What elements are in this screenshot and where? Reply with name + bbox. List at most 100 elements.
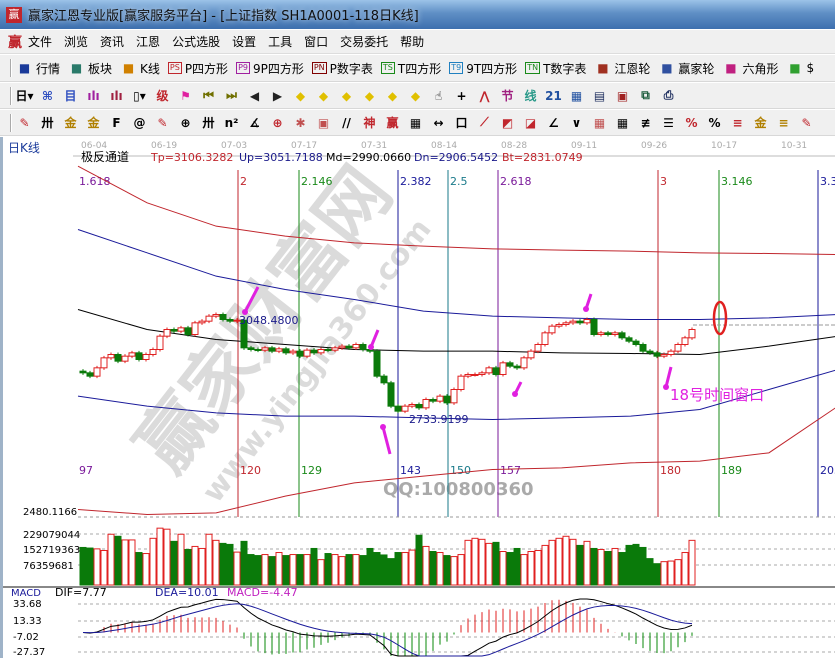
toolbar-grip[interactable] bbox=[10, 113, 12, 132]
chart-area[interactable]: 赢家财富网 www.yingjia360.com QQ:100800360 06-04… bbox=[0, 137, 835, 658]
menu-item[interactable]: 资讯 bbox=[100, 35, 125, 49]
shrink-icon[interactable]: ◆ bbox=[364, 88, 375, 103]
percent-lines-icon[interactable]: ≡ bbox=[732, 115, 743, 130]
flag-icon[interactable]: ⚑ bbox=[180, 88, 191, 103]
gold2-icon[interactable]: 金 bbox=[87, 116, 100, 130]
candle bbox=[219, 312, 227, 322]
kline-chart[interactable]: 赢家财富网www.yingjia360.comQQ:10080036006-04… bbox=[3, 137, 835, 658]
toolbar-button[interactable]: P9 9P四方形 bbox=[236, 60, 304, 77]
gold1-icon[interactable]: 金 bbox=[64, 116, 77, 130]
toolbar-button[interactable]: PN P数字表 bbox=[311, 60, 373, 77]
angle-icon[interactable]: ∡ bbox=[249, 115, 260, 130]
all-icon[interactable]: ◆ bbox=[387, 88, 398, 103]
toolbar-button[interactable]: ■ 赢家轮 bbox=[658, 60, 714, 77]
first-icon[interactable]: ⏮ bbox=[203, 88, 214, 102]
fan-icon[interactable]: ⟋ bbox=[480, 115, 489, 129]
toolbar-button[interactable]: T9 9T四方形 bbox=[449, 60, 517, 77]
menu-item[interactable]: 工具 bbox=[268, 35, 293, 49]
day-period-icon[interactable]: 日▾ bbox=[15, 89, 34, 103]
cycle-icon[interactable]: ⊕ bbox=[180, 115, 191, 130]
wave-icon[interactable]: ⋀ bbox=[479, 88, 490, 103]
last-icon[interactable]: ⏭ bbox=[226, 88, 237, 102]
toolbar-grip[interactable] bbox=[10, 59, 12, 77]
bars9-icon[interactable]: ılı bbox=[110, 88, 123, 103]
grid4-icon[interactable]: ▦ bbox=[616, 115, 629, 130]
candle-type-icon[interactable]: ▯▾ bbox=[133, 88, 146, 103]
bars3-icon[interactable]: ılı bbox=[87, 88, 100, 103]
slash-icon[interactable]: // bbox=[342, 115, 351, 130]
menu-item[interactable]: 帮助 bbox=[400, 35, 425, 49]
percent-icon[interactable]: % bbox=[708, 115, 721, 130]
fan2-icon[interactable]: ◩ bbox=[501, 115, 514, 130]
fan3-icon[interactable]: ◪ bbox=[524, 115, 537, 130]
target-icon[interactable]: ⊕ bbox=[272, 115, 283, 130]
doc-icon[interactable]: 目 bbox=[64, 89, 77, 103]
table-icon[interactable]: ▦ bbox=[409, 115, 422, 130]
pen3-icon[interactable]: ✎ bbox=[801, 115, 812, 130]
candle-body bbox=[163, 329, 171, 337]
parallel-icon[interactable]: ≢ bbox=[640, 115, 651, 130]
menu-item[interactable]: 交易委托 bbox=[340, 35, 389, 49]
angle2-icon[interactable]: ∠ bbox=[548, 115, 559, 130]
toolbar-button[interactable]: TN T数字表 bbox=[525, 60, 586, 77]
restore-icon[interactable]: 级 bbox=[156, 89, 169, 103]
hand-icon[interactable]: ☝ bbox=[434, 88, 443, 103]
menu-item[interactable]: 文件 bbox=[28, 35, 53, 49]
frame-icon[interactable]: 口 bbox=[455, 116, 468, 130]
zoom-left-icon[interactable]: ◆ bbox=[295, 88, 306, 103]
box-icon[interactable]: ▣ bbox=[317, 115, 330, 130]
toolbar-button[interactable]: ■ K线 bbox=[120, 60, 160, 77]
star-icon[interactable]: ✱ bbox=[295, 115, 306, 130]
right-icon[interactable]: ▶ bbox=[272, 88, 283, 103]
print-icon[interactable]: ⎙ bbox=[663, 88, 674, 102]
volume-bar bbox=[506, 552, 514, 586]
volume-bar bbox=[366, 547, 374, 586]
candle-body bbox=[471, 374, 479, 376]
line-icon[interactable]: 线 bbox=[524, 89, 537, 103]
toolbar-button[interactable]: ■ 板块 bbox=[68, 60, 112, 77]
n2-icon[interactable]: n² bbox=[224, 115, 239, 130]
save-icon[interactable]: ▣ bbox=[616, 88, 629, 103]
toolbar-button[interactable]: ■ $ bbox=[786, 60, 814, 77]
zoom-right-icon[interactable]: ◆ bbox=[318, 88, 329, 103]
toolbar-button[interactable]: TS T四方形 bbox=[380, 60, 441, 77]
calendar-icon[interactable]: 21 bbox=[545, 88, 562, 103]
hspan-icon[interactable]: ↔ bbox=[433, 115, 444, 130]
menu-item[interactable]: 设置 bbox=[232, 35, 257, 49]
toolbar-button[interactable]: ■ 六角形 bbox=[722, 60, 778, 77]
crosshair-icon[interactable]: + bbox=[456, 88, 467, 103]
section-icon[interactable]: 节 bbox=[501, 89, 514, 103]
notes-icon[interactable]: ▤ bbox=[593, 88, 606, 103]
fib-icon[interactable]: F bbox=[112, 115, 121, 130]
menu-item[interactable]: 江恩 bbox=[136, 35, 161, 49]
god-icon[interactable]: 神 bbox=[363, 116, 376, 130]
gold-circle-icon[interactable]: 金 bbox=[754, 116, 767, 130]
candle-body bbox=[296, 350, 304, 357]
pen2-icon[interactable]: ✎ bbox=[157, 115, 168, 130]
calculator-icon[interactable]: ▦ bbox=[570, 88, 583, 103]
menu-item[interactable]: 窗口 bbox=[304, 35, 329, 49]
chart-style-icon[interactable]: ⌘ bbox=[41, 88, 54, 103]
grid3-icon[interactable]: ▦ bbox=[593, 115, 606, 130]
all2-icon[interactable]: ◆ bbox=[410, 88, 421, 103]
grid1-icon[interactable]: 卅 bbox=[41, 116, 54, 130]
list-icon[interactable]: ☰ bbox=[663, 115, 674, 130]
pen-icon[interactable]: ✎ bbox=[19, 115, 30, 130]
percent-fan-icon[interactable]: % bbox=[685, 115, 698, 130]
grid2-icon[interactable]: 卅 bbox=[202, 116, 215, 130]
candle-body bbox=[191, 322, 199, 335]
candle bbox=[177, 325, 185, 334]
toolbar-button[interactable]: ■ 江恩轮 bbox=[594, 60, 650, 77]
left-icon[interactable]: ◀ bbox=[249, 88, 260, 103]
spiral-icon[interactable]: @ bbox=[133, 115, 146, 130]
menu-item[interactable]: 公式选股 bbox=[172, 35, 221, 49]
gold-lines-icon[interactable]: ≡ bbox=[778, 115, 789, 130]
toolbar-button[interactable]: ■ 行情 bbox=[16, 60, 60, 77]
zigzag-icon[interactable]: ∨ bbox=[571, 115, 582, 130]
network-icon[interactable]: ⧉ bbox=[641, 88, 650, 102]
expand-icon[interactable]: ◆ bbox=[341, 88, 352, 103]
toolbar-button[interactable]: PS P四方形 bbox=[167, 60, 228, 77]
win-icon[interactable]: 赢 bbox=[386, 116, 399, 130]
menu-item[interactable]: 浏览 bbox=[64, 35, 89, 49]
toolbar-grip[interactable] bbox=[10, 86, 12, 105]
